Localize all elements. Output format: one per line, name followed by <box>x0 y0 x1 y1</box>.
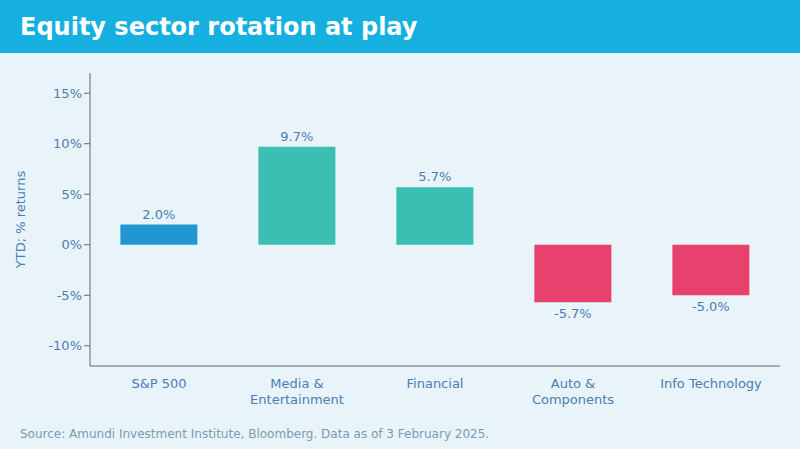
svg-text:Financial: Financial <box>407 376 464 391</box>
html-text:Source: Amundi Investment Inst: Source: Amundi Investment Institute, Blo… <box>20 427 490 441</box>
svg-text:Media &Entertainment: Media &Entertainment <box>250 376 344 407</box>
svg-text:-5%: -5% <box>57 288 82 303</box>
svg-text:2.0%: 2.0% <box>142 207 175 222</box>
svg-text:0%: 0% <box>61 237 82 252</box>
svg-text:15%: 15% <box>53 86 82 101</box>
svg-text:YTD; % returns: YTD; % returns <box>13 171 28 270</box>
svg-text:-5.7%: -5.7% <box>554 306 592 321</box>
svg-text:-10%: -10% <box>48 338 82 353</box>
svg-text:-5.0%: -5.0% <box>692 299 730 314</box>
html-text:Equity sector rotation at play: Equity sector rotation at play <box>20 12 418 41</box>
svg-text:5%: 5% <box>61 187 82 202</box>
svg-text:Info Technology: Info Technology <box>660 376 762 391</box>
svg-text:5.7%: 5.7% <box>418 169 451 184</box>
svg-text:10%: 10% <box>53 136 82 151</box>
svg-text:Auto &Components: Auto &Components <box>532 376 614 407</box>
svg-text:S&P 500: S&P 500 <box>131 376 186 391</box>
svg-text:9.7%: 9.7% <box>280 129 313 144</box>
